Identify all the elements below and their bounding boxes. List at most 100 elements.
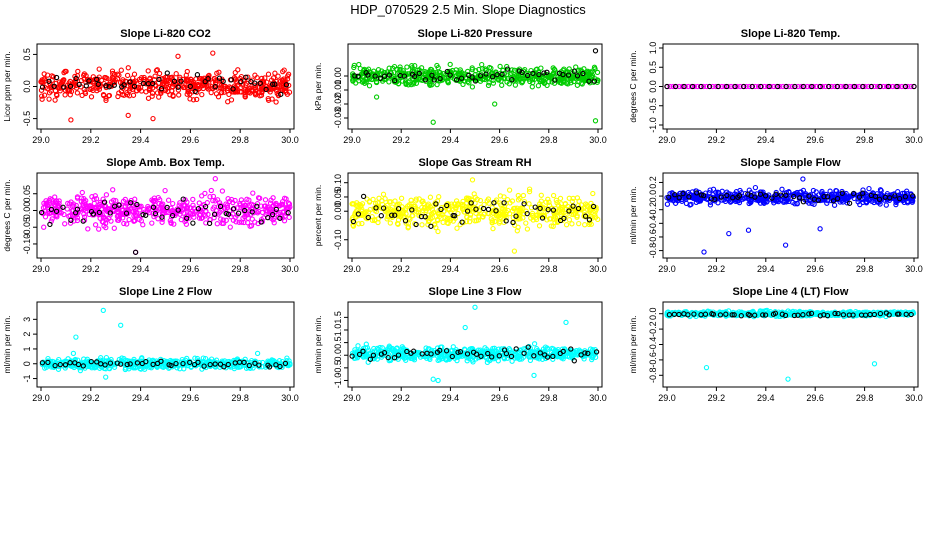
y-tick-label: 1 bbox=[22, 346, 32, 351]
x-tick-label: 29.8 bbox=[856, 393, 874, 403]
data-point bbox=[378, 354, 385, 360]
selected-data-point bbox=[410, 348, 417, 354]
data-point bbox=[536, 223, 543, 229]
selected-data-point bbox=[591, 78, 598, 84]
selected-data-point bbox=[111, 82, 117, 88]
selected-data-point bbox=[519, 69, 525, 76]
data-point bbox=[745, 227, 752, 233]
selected-data-point bbox=[499, 71, 505, 77]
series-all bbox=[664, 176, 916, 255]
selected-data-point bbox=[772, 310, 779, 316]
data-point bbox=[871, 199, 877, 206]
data-point bbox=[514, 228, 520, 234]
y-tick-label: 0.00 bbox=[333, 67, 343, 85]
data-point bbox=[156, 70, 163, 77]
selected-data-point bbox=[102, 362, 108, 368]
data-point bbox=[399, 344, 405, 350]
selected-data-point bbox=[159, 214, 165, 220]
data-point bbox=[691, 83, 698, 90]
data-point bbox=[280, 68, 286, 75]
data-point bbox=[185, 77, 192, 84]
data-point bbox=[540, 204, 546, 210]
selected-data-point bbox=[903, 311, 909, 317]
data-point bbox=[504, 79, 510, 85]
data-point bbox=[710, 83, 716, 90]
data-point bbox=[531, 341, 538, 347]
data-point bbox=[496, 216, 502, 222]
selected-data-point bbox=[352, 73, 358, 79]
y-tick-label: 1.0 bbox=[333, 324, 343, 337]
data-point bbox=[539, 356, 546, 362]
points-layer bbox=[664, 307, 917, 382]
data-point bbox=[352, 349, 358, 355]
data-point bbox=[469, 177, 476, 183]
series-selected bbox=[39, 358, 289, 370]
data-point bbox=[235, 67, 241, 73]
x-tick-label: 29.8 bbox=[540, 264, 558, 274]
data-point bbox=[81, 71, 88, 77]
data-point bbox=[476, 213, 482, 219]
selected-data-point bbox=[896, 311, 902, 317]
data-point bbox=[494, 348, 500, 355]
data-point bbox=[96, 66, 102, 72]
data-point bbox=[83, 203, 90, 210]
data-point bbox=[533, 67, 539, 73]
data-point bbox=[106, 92, 113, 99]
series-all bbox=[349, 177, 601, 254]
data-point bbox=[181, 366, 187, 372]
selected-data-point bbox=[715, 83, 721, 90]
selected-data-point bbox=[60, 204, 66, 210]
selected-data-point bbox=[729, 312, 735, 318]
data-point bbox=[145, 68, 151, 74]
data-point bbox=[275, 73, 281, 79]
data-point bbox=[472, 218, 478, 224]
selected-data-point bbox=[694, 190, 700, 196]
y-tick-label: -0.03 bbox=[333, 108, 343, 129]
data-point bbox=[564, 353, 571, 359]
selected-data-point bbox=[404, 348, 410, 355]
data-point bbox=[724, 196, 730, 202]
selected-data-point bbox=[103, 83, 109, 89]
data-point bbox=[584, 202, 590, 208]
data-point bbox=[694, 83, 701, 90]
data-point bbox=[550, 192, 557, 199]
data-point bbox=[93, 206, 99, 212]
data-point bbox=[555, 202, 562, 208]
y-tick-label: 1.5 bbox=[333, 311, 343, 324]
data-point bbox=[700, 83, 707, 90]
data-point bbox=[587, 209, 593, 215]
data-point bbox=[87, 86, 93, 92]
selected-data-point bbox=[566, 208, 572, 214]
data-point bbox=[742, 190, 749, 197]
y-tick-label: -1.0 bbox=[333, 373, 343, 389]
selected-data-point bbox=[61, 84, 67, 90]
selected-data-point bbox=[851, 83, 858, 90]
data-point bbox=[54, 214, 60, 220]
panel-title: Slope Line 4 (LT) Flow bbox=[733, 286, 849, 298]
panel-title: Slope Amb. Box Temp. bbox=[106, 157, 225, 169]
selected-data-point bbox=[681, 83, 687, 90]
points-layer bbox=[349, 177, 601, 254]
selected-data-point bbox=[483, 71, 489, 77]
selected-data-point bbox=[521, 201, 527, 207]
selected-data-point bbox=[791, 193, 797, 200]
chart-panel-4: Slope Amb. Box Temp.degrees C per min.29… bbox=[2, 157, 299, 274]
data-point bbox=[853, 83, 859, 90]
data-point bbox=[152, 73, 158, 79]
data-point bbox=[81, 196, 87, 202]
selected-data-point bbox=[568, 346, 574, 352]
selected-data-point bbox=[86, 78, 92, 84]
selected-data-point bbox=[235, 210, 242, 216]
data-point bbox=[569, 221, 575, 227]
plot-frame bbox=[347, 43, 603, 130]
data-point bbox=[131, 205, 137, 211]
data-point bbox=[512, 82, 519, 88]
selected-data-point bbox=[178, 78, 184, 84]
data-point bbox=[706, 189, 712, 196]
data-point bbox=[41, 92, 48, 98]
selected-data-point bbox=[544, 354, 551, 360]
data-point bbox=[524, 226, 531, 232]
data-point bbox=[183, 72, 189, 78]
